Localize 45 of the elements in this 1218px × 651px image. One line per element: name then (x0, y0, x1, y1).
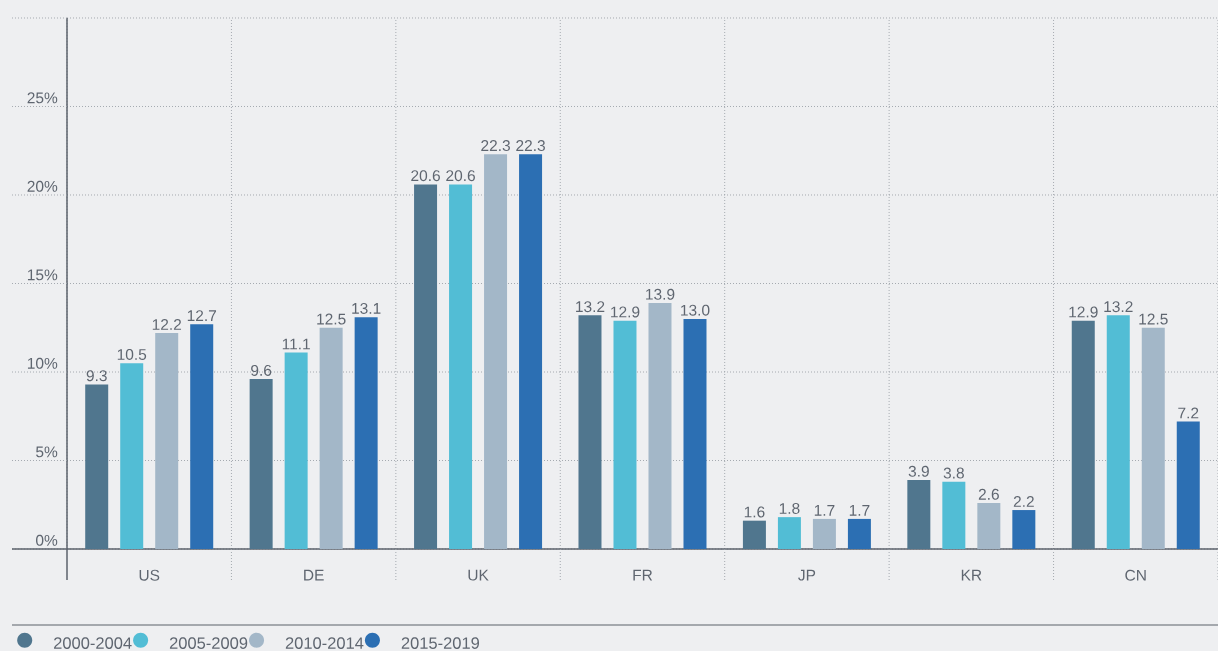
legend-label: 2015-2019 (401, 637, 480, 649)
legend-label: 2010-2014 (285, 637, 364, 649)
data-label: 13.2 (1104, 301, 1133, 313)
x-tick-label: DE (304, 569, 324, 581)
x-tick-label: KR (961, 569, 982, 581)
y-tick-label: 15% (27, 269, 58, 281)
data-label: 20.6 (411, 170, 440, 182)
data-label: 22.3 (516, 140, 545, 152)
data-label: 12.5 (1139, 313, 1168, 325)
data-label: 9.6 (251, 364, 272, 376)
data-label: 13.1 (352, 302, 381, 314)
x-tick-label: US (139, 569, 160, 581)
data-label: 20.6 (446, 170, 475, 182)
data-label: 13.2 (576, 301, 605, 313)
data-label: 1.8 (779, 502, 800, 514)
legend-label: 2000-2004 (54, 637, 132, 649)
y-tick-label: 0% (36, 534, 58, 546)
x-tick-label: CN (1125, 569, 1146, 581)
data-label: 12.7 (187, 310, 217, 322)
data-label: 13.0 (681, 304, 710, 316)
y-tick-label: 5% (36, 446, 58, 458)
data-label: 12.9 (611, 306, 640, 318)
data-label: 12.5 (317, 313, 346, 325)
data-label: 2.6 (978, 488, 999, 500)
data-label: 3.8 (943, 467, 964, 479)
y-tick-label: 25% (27, 92, 58, 104)
x-tick-label: JP (798, 569, 816, 581)
data-label: 3.9 (908, 465, 929, 477)
data-label: 9.3 (86, 370, 107, 382)
data-label: 7.2 (1178, 407, 1199, 419)
data-label: 22.3 (481, 140, 510, 152)
x-tick-label: FR (633, 569, 653, 581)
data-label: 10.5 (117, 348, 147, 360)
data-label: 1.7 (849, 505, 870, 516)
data-label: 1.7 (814, 505, 835, 516)
y-tick-label: 20% (27, 180, 58, 192)
y-tick-label: 10% (27, 357, 58, 369)
data-label: 12.2 (152, 319, 182, 330)
data-label: 13.9 (646, 288, 675, 300)
data-label: 11.1 (282, 338, 310, 350)
data-label: 1.6 (744, 506, 765, 518)
x-tick-label: UK (468, 569, 489, 581)
data-label: 12.9 (1069, 306, 1098, 318)
data-label: 2.2 (1013, 496, 1034, 507)
legend-label: 2005-2009 (169, 637, 248, 649)
